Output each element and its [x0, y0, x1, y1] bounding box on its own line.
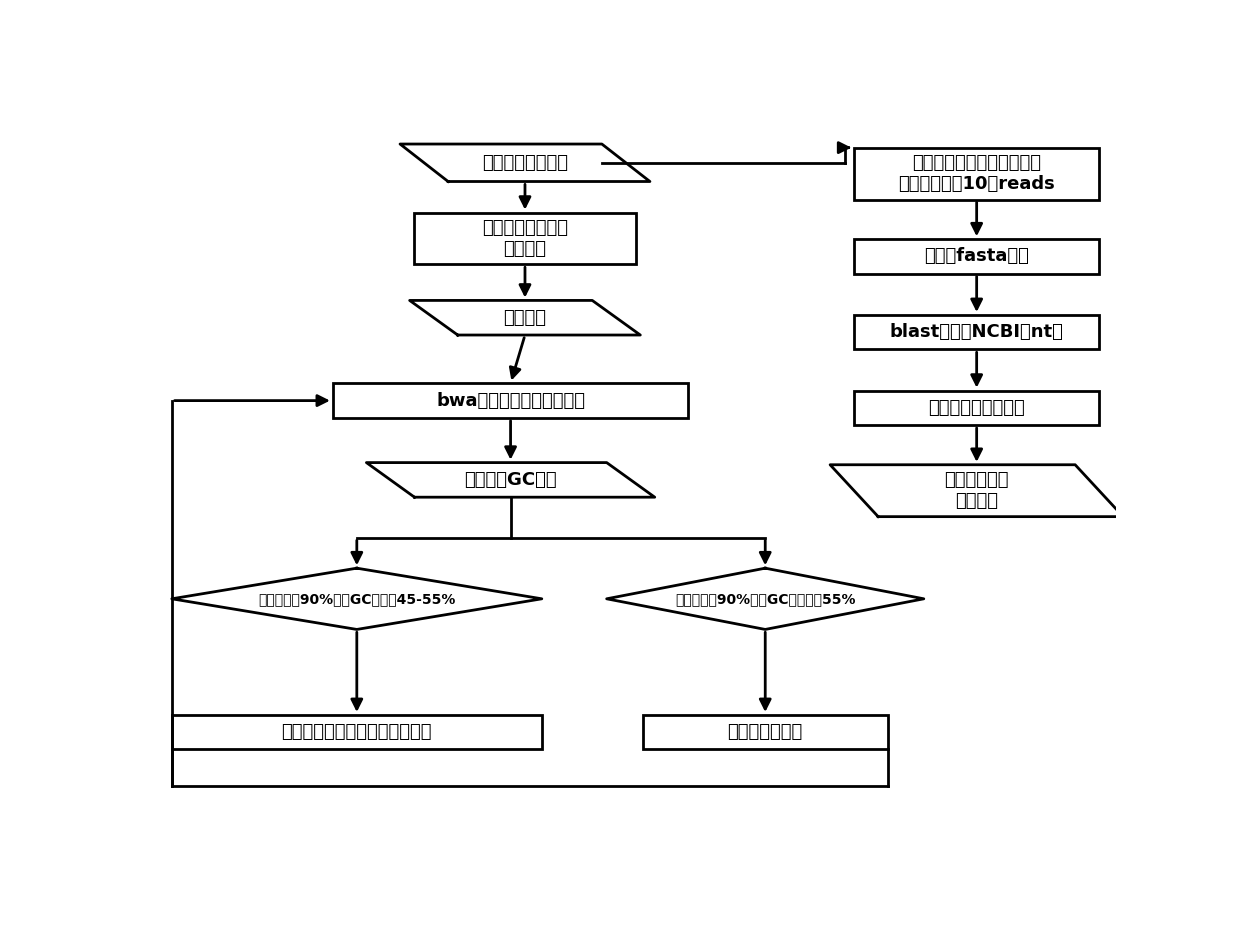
- Polygon shape: [409, 300, 640, 335]
- Text: bwa软件比对到人类基因组: bwa软件比对到人类基因组: [436, 391, 585, 410]
- FancyBboxPatch shape: [854, 148, 1099, 199]
- FancyBboxPatch shape: [642, 715, 888, 750]
- Polygon shape: [606, 568, 924, 629]
- Polygon shape: [172, 568, 542, 629]
- Text: 双端测序原始数据: 双端测序原始数据: [482, 154, 568, 172]
- Text: 比对率，GC含量: 比对率，GC含量: [464, 471, 557, 489]
- FancyBboxPatch shape: [854, 240, 1099, 273]
- Text: 比对率小于90%，或GC含量高于55%: 比对率小于90%，或GC含量高于55%: [675, 592, 856, 606]
- Text: 比对率大于90%，且GC含量为45-55%: 比对率大于90%，且GC含量为45-55%: [258, 592, 455, 606]
- Text: 干净数据: 干净数据: [503, 309, 547, 327]
- FancyBboxPatch shape: [854, 314, 1099, 349]
- FancyBboxPatch shape: [332, 384, 688, 417]
- FancyBboxPatch shape: [172, 715, 542, 750]
- Text: 接头序列和低质量
碱基过滤: 接头序列和低质量 碱基过滤: [482, 219, 568, 257]
- Text: 微生物污染严重: 微生物污染严重: [728, 724, 802, 741]
- Text: 随机提取不能比对到人类参
考基因组上的10万reads: 随机提取不能比对到人类参 考基因组上的10万reads: [898, 154, 1055, 193]
- Text: 无微生物污染，或污染程度较低: 无微生物污染，或污染程度较低: [281, 724, 432, 741]
- FancyBboxPatch shape: [854, 390, 1099, 425]
- FancyBboxPatch shape: [414, 212, 635, 264]
- Text: 微生物种类及
含量确定: 微生物种类及 含量确定: [945, 472, 1009, 510]
- Text: 比对结果统计与注释: 比对结果统计与注释: [929, 399, 1025, 417]
- Polygon shape: [401, 144, 650, 182]
- Polygon shape: [830, 465, 1123, 517]
- Polygon shape: [367, 462, 655, 497]
- Text: 转换为fasta格式: 转换为fasta格式: [924, 247, 1029, 266]
- Text: blast比对到NCBI的nt库: blast比对到NCBI的nt库: [890, 323, 1064, 341]
